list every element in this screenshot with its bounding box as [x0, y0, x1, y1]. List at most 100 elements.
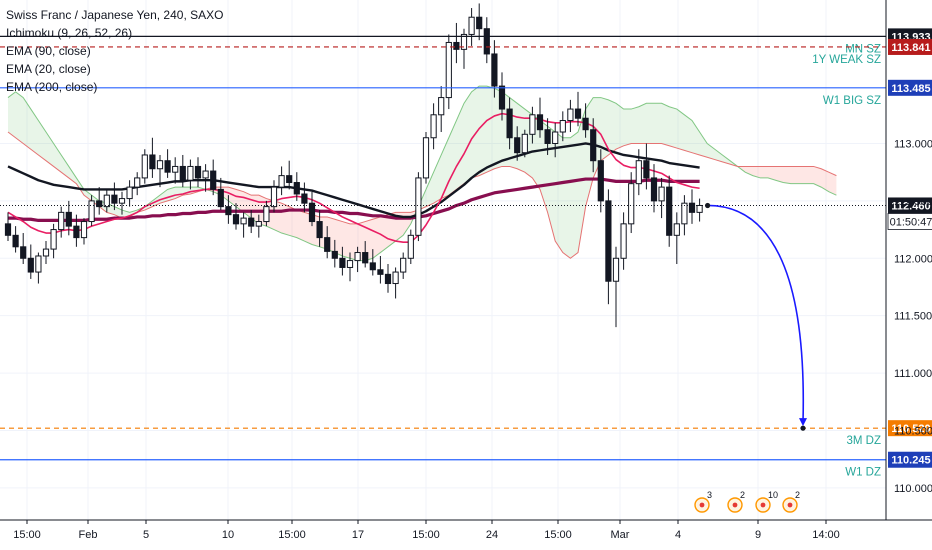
cloud-segment	[699, 132, 708, 158]
candle-body	[377, 269, 384, 275]
candle-body	[681, 202, 688, 225]
candle-body	[308, 202, 316, 223]
candles	[4, 3, 703, 328]
candle-body	[248, 217, 255, 227]
candle-body	[430, 114, 437, 139]
ema-90-line	[7, 142, 700, 219]
time-tick-label: 15:00	[412, 529, 440, 541]
candle-body	[506, 108, 513, 139]
legend-ema-90[interactable]: EMA (90, close)	[6, 44, 91, 58]
candle-body	[476, 16, 483, 30]
candle-body	[460, 33, 468, 50]
cloud-segment	[783, 166, 791, 184]
projection-start-point	[705, 202, 711, 209]
cloud-segment	[53, 143, 62, 173]
cloud-span-b	[7, 131, 837, 259]
current-price-label: 112.460	[891, 200, 930, 212]
cloud-segment	[30, 109, 39, 155]
cloud-segment	[372, 216, 381, 259]
time-tick-label: Mar	[611, 529, 630, 541]
candle-body	[118, 198, 126, 204]
candle-body	[453, 41, 460, 50]
countdown-tag	[887, 213, 932, 230]
projection-arrow	[705, 202, 807, 431]
cloud-segment	[84, 189, 92, 201]
event-dot-icon	[787, 502, 793, 508]
price-tick-label: 111.000	[894, 368, 932, 380]
cloud-segment	[562, 137, 571, 259]
candle-body	[498, 85, 506, 110]
cloud-segment	[806, 166, 814, 184]
candle-body	[384, 273, 392, 285]
candle-body	[582, 117, 589, 131]
chart-title: Swiss Franc / Japanese Yen, 240, SAXO	[6, 8, 224, 22]
price-tag	[888, 451, 932, 468]
candle-body	[141, 154, 148, 179]
cloud-segment	[654, 103, 662, 144]
price-tag-label: 110.245	[891, 455, 930, 467]
candle-body	[324, 237, 331, 252]
event-count: 2	[795, 490, 800, 500]
candle-body	[286, 175, 293, 184]
legend-ema-200[interactable]: EMA (200, close)	[6, 80, 98, 94]
candle-body	[20, 246, 27, 259]
time-tick-label: 17	[352, 529, 364, 541]
cloud-segment	[38, 120, 46, 161]
legend-ema-20[interactable]: EMA (20, close)	[6, 62, 91, 76]
cloud-segment	[608, 99, 616, 155]
candle-body	[339, 257, 346, 268]
cloud-segment	[251, 195, 259, 224]
candle-body	[270, 186, 278, 208]
legend-ichimoku[interactable]: Ichimoku (9, 26, 52, 26)	[6, 26, 133, 40]
price-tag	[888, 79, 932, 96]
cloud-segment	[684, 114, 692, 153]
candle-body	[574, 108, 582, 119]
price-tick-label: 112.500	[894, 196, 932, 208]
candle-body	[483, 28, 490, 55]
event-count: 10	[768, 490, 778, 500]
cloud-segment	[274, 200, 282, 234]
time-tick-label: 14:00	[812, 529, 840, 541]
candle-body	[529, 114, 536, 135]
candle-body	[597, 160, 604, 202]
cloud-segment	[760, 166, 768, 178]
cloud-segment	[471, 86, 480, 178]
candle-body	[293, 182, 300, 195]
candle-body	[225, 206, 232, 216]
candle-body	[35, 255, 42, 273]
level-label: 3M DZ	[847, 435, 882, 447]
cloud-segment	[798, 166, 806, 184]
projection-end-point	[800, 425, 806, 431]
cloud-segment	[350, 223, 358, 261]
candle-body	[263, 206, 270, 223]
candle-body	[232, 214, 240, 225]
candle-body	[422, 137, 430, 179]
candle-body	[301, 193, 308, 204]
event-markers[interactable]: 3 2 10 2	[694, 490, 800, 513]
candle-body	[240, 217, 247, 225]
cloud-segment	[281, 203, 290, 236]
cloud-segment	[646, 103, 654, 144]
cloud-segment	[600, 97, 609, 161]
cloud-segment	[707, 143, 715, 160]
cloud-segment	[441, 137, 449, 199]
candle-body	[673, 223, 680, 236]
event-count: 2	[740, 490, 745, 500]
projection-arrowhead	[799, 418, 807, 427]
cloud-segment	[486, 86, 495, 173]
candle-body	[194, 165, 202, 179]
time-tick-label: 4	[675, 529, 681, 541]
candle-body	[658, 186, 665, 202]
level-label: 1Y WEAK SZ	[812, 54, 881, 66]
level-label: MN SZ	[845, 43, 881, 55]
candle-body	[149, 154, 156, 170]
candle-body	[42, 248, 50, 257]
countdown-label: 01:50:47	[890, 216, 932, 228]
cloud-segment	[296, 210, 305, 242]
cloud-segment	[464, 91, 472, 184]
candle-body	[111, 194, 118, 204]
cloud-segment	[623, 109, 632, 146]
time-tick-label: Feb	[79, 529, 98, 541]
